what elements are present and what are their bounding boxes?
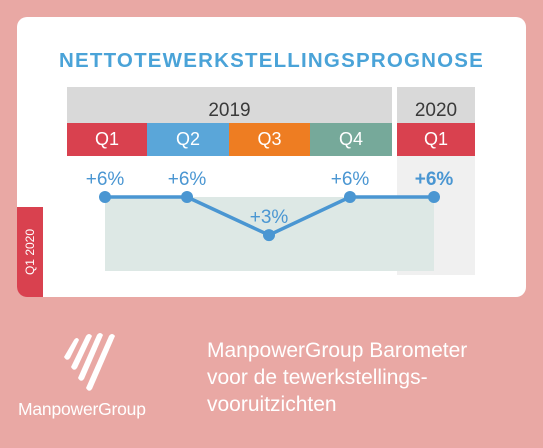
period-side-label: Q1 2020 [23, 228, 37, 276]
data-point-3 [263, 229, 275, 242]
data-label-2: +6% [168, 169, 207, 190]
quarter-cell-q3-2019: Q3 [229, 123, 310, 156]
period-side-tab: Q1 2020 [17, 207, 43, 297]
data-label-4: +6% [331, 169, 370, 190]
data-point-1 [99, 191, 111, 203]
forecast-line-chart: +6% +6% +3% +6% +6% [86, 156, 475, 275]
data-point-5 [428, 191, 440, 203]
data-point-2 [181, 191, 193, 203]
quarter-cell-q1-2020: Q1 [397, 123, 475, 156]
data-label-1: +6% [86, 169, 125, 190]
data-label-5: +6% [415, 169, 454, 190]
forecast-card: NETTOTEWERKSTELLINGSPROGNOSE 2019 2020 Q… [17, 17, 526, 297]
brand-wordmark: ManpowerGroup [18, 399, 146, 419]
chart-title: NETTOTEWERKSTELLINGSPROGNOSE [58, 49, 485, 72]
data-label-3: +3% [250, 207, 289, 228]
tagline-line-1: ManpowerGroup Barometer [207, 339, 468, 362]
tagline-line-2: voor de tewerkstellings- [207, 366, 428, 389]
tagline-line-3: vooruitzichten [207, 393, 337, 416]
quarter-cell-q4-2019: Q4 [310, 123, 392, 156]
quarter-cell-q2-2019: Q2 [147, 123, 229, 156]
barometer-tagline: ManpowerGroup Barometer voor de tewerkst… [207, 337, 527, 418]
manpowergroup-logo-icon [64, 333, 115, 391]
quarter-cell-q1-2019: Q1 [67, 123, 147, 156]
data-point-4 [344, 191, 356, 203]
